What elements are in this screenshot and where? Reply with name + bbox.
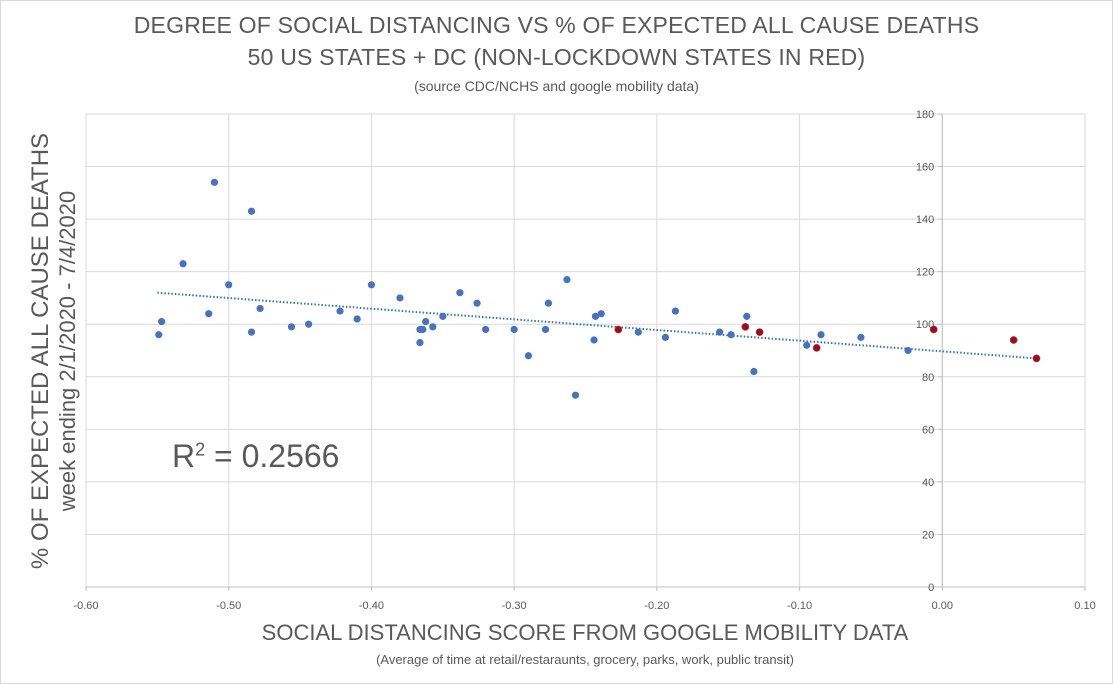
non-lockdown-state-point <box>614 325 623 334</box>
lockdown-state-point <box>727 331 735 339</box>
x-tick-label: -0.50 <box>216 600 241 612</box>
y-tick-label: 40 <box>922 477 934 489</box>
y-tick-label: 60 <box>922 424 934 436</box>
non-lockdown-state-point <box>929 325 938 334</box>
lockdown-state-point <box>225 281 233 289</box>
r-squared-annotation: R2 = 0.2566 <box>172 438 339 475</box>
lockdown-state-point <box>210 178 219 186</box>
lockdown-state-point <box>661 333 670 341</box>
lockdown-state-point <box>287 323 296 331</box>
y-tick-label: 160 <box>916 162 934 174</box>
lockdown-state-point <box>671 307 680 315</box>
lockdown-state-point <box>179 260 187 268</box>
x-axis-sublabel: (Average of time at retail/restaraunts, … <box>376 652 794 667</box>
chart-subtitle: 50 US STATES + DC (NON-LOCKDOWN STATES I… <box>247 44 866 70</box>
lockdown-state-point <box>544 299 552 307</box>
lockdown-state-point <box>904 346 912 355</box>
lockdown-state-point <box>590 336 598 344</box>
x-tick-label: -0.60 <box>73 600 98 612</box>
x-tick-label: -0.20 <box>644 600 669 612</box>
y-tick-label: 20 <box>922 529 934 541</box>
lockdown-state-point <box>803 341 811 349</box>
lockdown-state-point <box>416 339 424 347</box>
lockdown-state-point <box>716 328 724 336</box>
lockdown-state-point <box>456 289 464 297</box>
lockdown-state-point <box>396 294 404 302</box>
lockdown-state-point <box>750 367 758 376</box>
lockdown-state-point <box>524 352 533 360</box>
y-tick-label: 0 <box>928 582 934 594</box>
non-lockdown-state-point <box>812 343 821 352</box>
lockdown-state-point <box>510 325 518 334</box>
lockdown-state-point <box>817 331 825 339</box>
r2-value: = 0.2566 <box>205 438 340 474</box>
chart-title: DEGREE OF SOCIAL DISTANCING VS % OF EXPE… <box>133 12 980 38</box>
lockdown-state-point <box>158 317 166 326</box>
lockdown-state-point <box>367 281 376 289</box>
x-tick-label: -0.10 <box>787 600 812 612</box>
lockdown-state-point <box>422 317 430 326</box>
lockdown-state-point <box>571 391 580 399</box>
lockdown-state-point <box>247 207 256 215</box>
lockdown-state-point <box>857 333 865 341</box>
x-axis-label: SOCIAL DISTANCING SCORE FROM GOOGLE MOBI… <box>261 620 909 645</box>
lockdown-state-point <box>597 310 605 318</box>
lockdown-state-point <box>247 328 256 336</box>
lockdown-state-point <box>305 320 313 328</box>
non-lockdown-state-point <box>741 322 750 331</box>
lockdown-state-point <box>429 323 437 331</box>
y-tick-label: 80 <box>922 372 934 384</box>
lockdown-state-point <box>482 325 490 334</box>
lockdown-state-point <box>353 315 361 323</box>
lockdown-state-point <box>473 299 481 307</box>
r2-superscript: 2 <box>195 439 206 460</box>
lockdown-state-point <box>743 312 751 320</box>
lockdown-state-point <box>591 312 600 320</box>
y-tick-label: 120 <box>916 267 934 279</box>
non-lockdown-state-point <box>1009 336 1018 344</box>
lockdown-state-point <box>563 275 571 284</box>
lockdown-state-point <box>336 307 344 315</box>
lockdown-state-point <box>634 328 642 336</box>
x-tick-label: -0.30 <box>502 600 527 612</box>
x-tick-label: 0.00 <box>932 600 953 612</box>
lockdown-state-point <box>541 325 550 334</box>
y-tick-label: 140 <box>916 214 934 226</box>
y-tick-label: 180 <box>916 109 934 121</box>
chart-source: (source CDC/NCHS and google mobility dat… <box>414 78 699 94</box>
lockdown-state-point <box>205 310 213 318</box>
non-lockdown-state-point <box>755 328 764 337</box>
lockdown-state-point <box>419 325 427 334</box>
x-tick-label: -0.40 <box>359 600 384 612</box>
x-tick-label: 0.10 <box>1074 600 1095 612</box>
y-tick-label: 100 <box>916 319 934 331</box>
lockdown-state-point <box>155 331 163 339</box>
lockdown-state-point <box>439 312 447 320</box>
r2-prefix: R <box>172 438 196 474</box>
non-lockdown-state-point <box>1032 354 1041 363</box>
lockdown-state-point <box>256 304 264 313</box>
